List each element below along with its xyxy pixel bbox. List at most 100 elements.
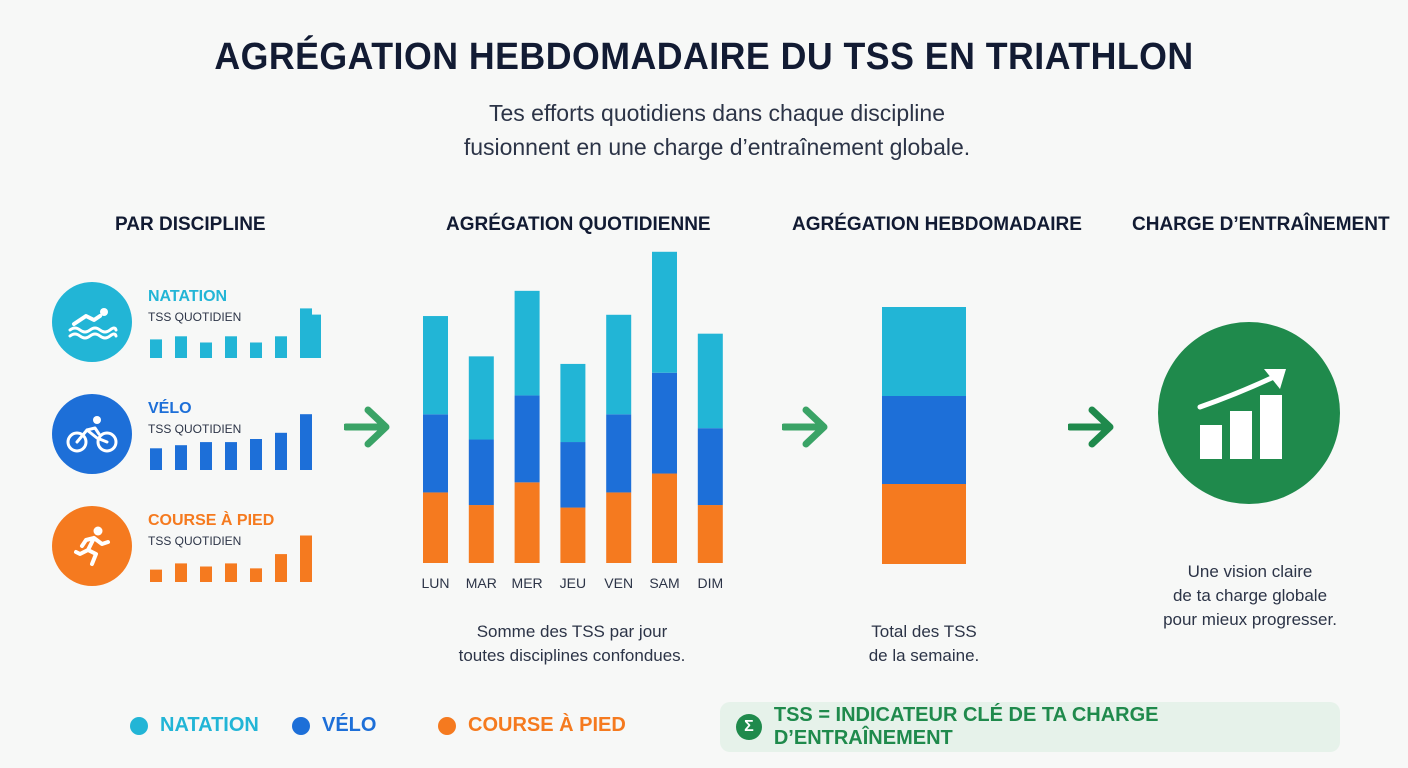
swim-mini-chart bbox=[150, 308, 321, 358]
legend-dot-swim bbox=[130, 716, 148, 735]
daily-caption-line-2: toutes disciplines confondues. bbox=[458, 646, 686, 665]
legend-item-swim: NATATION bbox=[130, 714, 259, 737]
load-caption-line-2: de ta charge globale bbox=[1172, 586, 1328, 605]
day-label: MAR bbox=[466, 575, 497, 591]
daily-bar-segment bbox=[423, 316, 448, 415]
discipline-swim: NATATION TSS QUOTIDIEN bbox=[52, 282, 332, 364]
bike-circle bbox=[52, 394, 132, 474]
swimmer-icon bbox=[68, 308, 118, 340]
legend-label-bike: VÉLO bbox=[322, 714, 377, 736]
run-label: COURSE À PIED bbox=[148, 512, 275, 529]
arrow-right-icon bbox=[1068, 406, 1114, 448]
daily-bar-segment bbox=[514, 290, 540, 396]
daily-bar-segment bbox=[697, 505, 723, 563]
daily-bar-segment bbox=[697, 333, 723, 429]
run-circle bbox=[52, 506, 132, 586]
daily-bar-segment bbox=[606, 414, 632, 493]
bike-sublabel: TSS QUOTIDIEN bbox=[148, 422, 242, 436]
column-heading-load: CHARGE D’ENTRAÎNEMENT bbox=[1132, 214, 1390, 235]
discipline-run: COURSE À PIED TSS QUOTIDIEN bbox=[52, 506, 332, 588]
daily-caption: Somme des TSS par jour toutes discipline… bbox=[452, 620, 692, 668]
run-sublabel: TSS QUOTIDIEN bbox=[148, 534, 242, 548]
legend-dot-bike bbox=[292, 716, 310, 735]
daily-bar-segment bbox=[560, 363, 586, 443]
daily-bar-segment bbox=[514, 395, 540, 483]
daily-bar-segment bbox=[697, 428, 723, 506]
mini-bar bbox=[225, 336, 237, 358]
mini-bar bbox=[275, 554, 287, 582]
day-label: JEU bbox=[560, 575, 586, 591]
legend-label-run: COURSE À PIED bbox=[468, 714, 626, 736]
daily-bar-segment bbox=[652, 251, 677, 373]
mini-bar bbox=[175, 563, 187, 582]
day-label: VEN bbox=[604, 575, 633, 591]
mini-bar bbox=[300, 308, 312, 358]
mini-bar bbox=[175, 445, 187, 470]
bike-mini-chart bbox=[150, 414, 312, 470]
mini-bar bbox=[150, 339, 162, 358]
arrow-right-icon bbox=[344, 406, 390, 448]
weekly-bar-segment bbox=[882, 307, 966, 396]
daily-bar-segment bbox=[606, 492, 632, 563]
daily-bar-segment bbox=[652, 473, 677, 563]
day-label: DIM bbox=[697, 575, 723, 591]
day-label: LUN bbox=[421, 575, 449, 591]
daily-bar-segment bbox=[560, 507, 586, 563]
mini-bar bbox=[150, 448, 162, 470]
page-title: AGRÉGATION HEBDOMADAIRE DU TSS EN TRIATH… bbox=[214, 36, 1194, 78]
mini-bar bbox=[200, 442, 212, 470]
daily-bar-segment bbox=[423, 492, 448, 563]
mini-bar bbox=[250, 439, 262, 470]
mini-bar bbox=[200, 566, 212, 582]
daily-bar-segment bbox=[468, 505, 494, 563]
day-label: SAM bbox=[649, 575, 679, 591]
daily-bar-segment bbox=[468, 439, 494, 506]
swim-label: NATATION bbox=[148, 288, 228, 305]
mini-bar bbox=[150, 569, 162, 582]
mini-bar bbox=[300, 535, 312, 582]
subtitle-line-2: fusionnent en une charge d’entraînement … bbox=[463, 134, 971, 160]
legend-label-swim: NATATION bbox=[160, 714, 259, 736]
daily-bar-segment bbox=[514, 482, 540, 563]
load-caption: Une vision claire de ta charge globale p… bbox=[1148, 560, 1352, 632]
weekly-caption-line-2: de la semaine. bbox=[868, 646, 980, 665]
arrow-right-icon bbox=[782, 406, 828, 448]
mini-bar bbox=[250, 342, 262, 358]
mini-bar bbox=[275, 336, 287, 358]
subtitle-line-1: Tes efforts quotidiens dans chaque disci… bbox=[488, 100, 946, 126]
mini-bar bbox=[225, 563, 237, 582]
weekly-bar-segment bbox=[882, 396, 966, 484]
cyclist-icon bbox=[66, 416, 118, 453]
weekly-caption: Total des TSS de la semaine. bbox=[834, 620, 1014, 668]
swim-circle bbox=[52, 282, 132, 362]
weekly-caption-line-1: Total des TSS bbox=[871, 622, 977, 641]
training-load-circle bbox=[1158, 322, 1340, 504]
mini-bar bbox=[175, 336, 187, 358]
page-subtitle: Tes efforts quotidiens dans chaque disci… bbox=[0, 96, 1408, 164]
daily-bar-segment bbox=[468, 356, 494, 440]
run-mini-chart bbox=[150, 535, 312, 582]
bike-label: VÉLO bbox=[148, 400, 192, 417]
growth-chart-icon bbox=[1197, 369, 1286, 459]
column-heading-discipline: PAR DISCIPLINE bbox=[115, 214, 266, 235]
sigma-icon: Σ bbox=[736, 714, 762, 740]
swim-sublabel: TSS QUOTIDIEN bbox=[148, 310, 242, 324]
legend-dot-run bbox=[438, 716, 456, 735]
daily-bar-segment bbox=[606, 314, 632, 415]
mini-bar bbox=[300, 414, 312, 470]
load-caption-line-1: Une vision claire bbox=[1187, 562, 1313, 581]
mini-bar bbox=[225, 442, 237, 470]
column-heading-daily: AGRÉGATION QUOTIDIENNE bbox=[446, 214, 711, 235]
daily-bar-segment bbox=[652, 372, 677, 474]
weekly-bar-segment bbox=[882, 484, 966, 564]
legend-item-run: COURSE À PIED bbox=[438, 714, 626, 737]
mini-bar bbox=[200, 342, 212, 358]
mini-bar bbox=[275, 432, 287, 470]
daily-caption-line-1: Somme des TSS par jour bbox=[476, 622, 668, 641]
formula-box: Σ TSS = INDICATEUR CLÉ DE TA CHARGE D’EN… bbox=[720, 702, 1340, 752]
formula-text: TSS = INDICATEUR CLÉ DE TA CHARGE D’ENTR… bbox=[773, 704, 1159, 749]
mini-bar bbox=[312, 314, 321, 358]
column-heading-weekly: AGRÉGATION HEBDOMADAIRE bbox=[792, 214, 1082, 235]
mini-bar bbox=[250, 568, 262, 582]
daily-bar-segment bbox=[560, 442, 586, 508]
